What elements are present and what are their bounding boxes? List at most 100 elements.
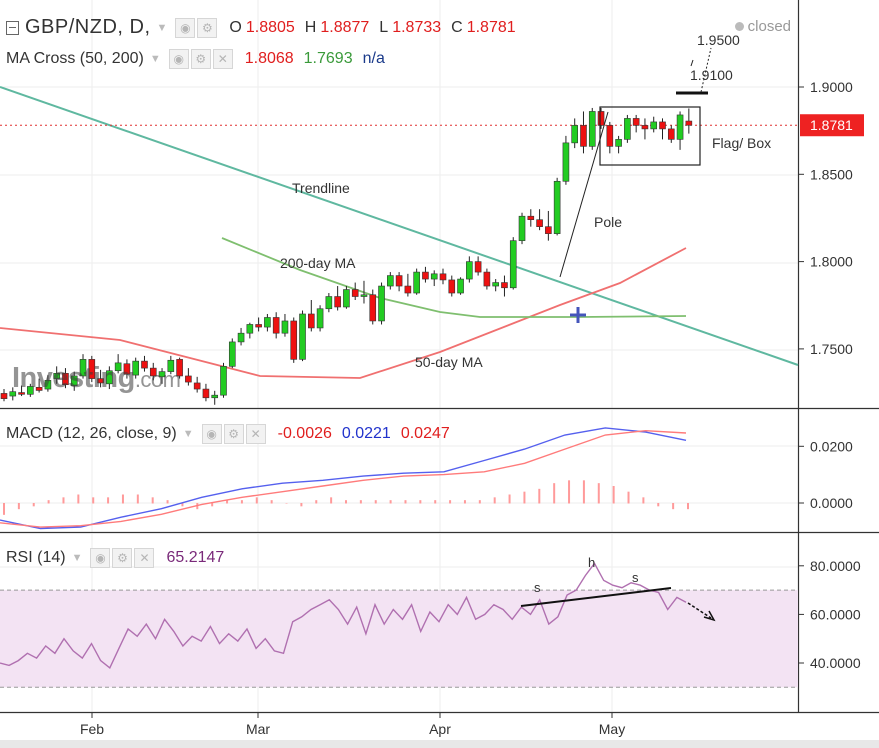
close-icon[interactable]: ✕: [134, 548, 155, 568]
rsi-tick-label: 60.0000: [810, 606, 861, 622]
high-label: H: [304, 18, 317, 36]
watermark-suffix: .com: [134, 367, 181, 392]
legend-buttons: ◉ ⚙ ✕: [201, 424, 266, 444]
close-icon[interactable]: ✕: [245, 424, 266, 444]
candle-body: [624, 118, 631, 140]
gear-icon[interactable]: ⚙: [197, 17, 218, 38]
chevron-down-icon[interactable]: ▼: [71, 552, 83, 564]
watermark-main: Investing: [12, 362, 135, 394]
candle-body: [378, 285, 385, 322]
macd-tick-label: 0.0000: [810, 495, 853, 511]
time-tick-label: Mar: [246, 721, 270, 737]
close-label: C: [451, 18, 463, 36]
candle-body: [220, 366, 227, 396]
candle-body: [597, 111, 605, 126]
rsi-head-label: h: [588, 555, 595, 570]
ma200-value: 1.7693: [303, 50, 353, 67]
candle-body: [307, 313, 315, 329]
macd-title: MACD (12, 26, close, 9): [6, 425, 177, 442]
ma50-label: 50-day MA: [415, 354, 483, 370]
candle-body: [351, 289, 359, 297]
target-tick: [690, 59, 694, 67]
gear-icon[interactable]: ⚙: [112, 548, 133, 568]
time-tick-label: May: [599, 721, 625, 737]
chevron-down-icon[interactable]: ▼: [182, 428, 194, 440]
trendline-label: Trendline: [292, 180, 350, 196]
candle-body: [334, 296, 341, 308]
candle-body: [264, 317, 271, 328]
candle-body: [448, 279, 456, 294]
candle-body: [316, 308, 324, 329]
price-tick-label: 1.8000: [810, 254, 853, 270]
rsi-left-shoulder-label: s: [534, 580, 541, 595]
candle-body: [158, 371, 166, 378]
investing-watermark: Investing.com: [12, 362, 181, 395]
macd-line: [0, 427, 687, 530]
legend-buttons: ◉ ⚙: [175, 17, 218, 38]
candle-body: [659, 121, 666, 130]
candle-body: [141, 360, 148, 369]
candle-body: [501, 282, 508, 289]
ma50-value: 1.8068: [244, 50, 294, 67]
eye-icon[interactable]: ◉: [201, 424, 222, 444]
macd-value: 0.0221: [341, 425, 391, 442]
candle-body: [518, 215, 526, 241]
price-legend: GBP/NZD, D, ▼ ◉ ⚙ O 1.8805 H 1.8877 L 1.…: [6, 16, 526, 39]
rsi-title: RSI (14): [6, 549, 66, 566]
open-label: O: [229, 18, 242, 36]
candle-body: [360, 294, 368, 297]
candle-body: [70, 375, 78, 386]
ma200-line: [221, 237, 687, 318]
candle-body: [606, 125, 614, 147]
chevron-down-icon[interactable]: ▼: [156, 21, 168, 34]
chevron-down-icon[interactable]: ▼: [149, 53, 161, 65]
candle-body: [106, 370, 113, 385]
candle-body: [27, 386, 34, 395]
candle-body: [299, 313, 306, 360]
candle-body: [545, 226, 552, 234]
rsi-right-shoulder-label: s: [632, 570, 639, 585]
macd-tick-label: 0.0200: [810, 438, 853, 454]
candle-body: [387, 275, 394, 287]
ma50-line: [0, 247, 687, 379]
gear-icon[interactable]: ⚙: [190, 49, 211, 69]
legend-buttons: ◉ ⚙ ✕: [168, 49, 233, 69]
target-dotted-line: [700, 47, 712, 93]
candle-body: [176, 359, 183, 377]
menu-icon[interactable]: [6, 20, 19, 35]
candle-body: [167, 359, 175, 372]
candle-body: [457, 278, 464, 294]
bottom-strip: [0, 740, 879, 748]
high-value: 1.8877: [320, 18, 370, 36]
close-value: 1.8781: [466, 18, 516, 36]
candle-body: [9, 391, 17, 397]
rsi-arrowhead: [703, 610, 716, 622]
candle-body: [0, 393, 8, 399]
candle-body: [281, 320, 289, 334]
candle-body: [615, 139, 622, 147]
eye-icon[interactable]: ◉: [90, 548, 111, 568]
candle-body: [483, 271, 491, 287]
low-label: L: [379, 18, 389, 36]
candle-body: [325, 296, 333, 310]
flag-box-label: Flag/ Box: [712, 135, 771, 151]
target-1910-label: 1.9100: [690, 67, 733, 83]
rsi-line: [0, 562, 687, 669]
last-price-badge: [800, 114, 864, 137]
candle-body: [527, 215, 535, 220]
candle-body: [246, 324, 254, 334]
ma-cross-title: MA Cross (50, 200): [6, 50, 144, 67]
candle-body: [290, 320, 298, 360]
time-tick-label: Apr: [429, 721, 451, 737]
eye-icon[interactable]: ◉: [168, 49, 189, 69]
candle-body: [228, 341, 236, 367]
candle-body: [632, 118, 640, 126]
candle-body: [430, 273, 438, 280]
close-icon[interactable]: ✕: [212, 49, 233, 69]
candle-body: [185, 375, 192, 383]
candle-body: [667, 128, 675, 140]
candle-body: [492, 282, 499, 287]
gear-icon[interactable]: ⚙: [223, 424, 244, 444]
eye-icon[interactable]: ◉: [175, 17, 196, 38]
trendline: [0, 86, 799, 366]
